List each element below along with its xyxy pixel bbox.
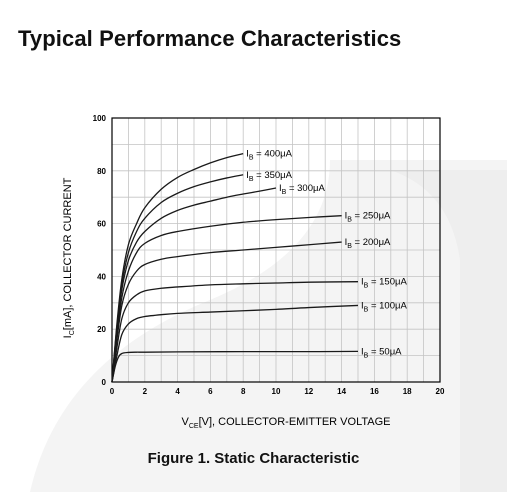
curve-label: IB = 300μA — [279, 183, 325, 196]
collector-current-curve — [111, 187, 277, 383]
x-tick-label: 6 — [208, 387, 213, 396]
x-tick-label: 20 — [436, 387, 445, 396]
collector-current-curve — [111, 350, 359, 383]
curve-label: IB = 400μA — [246, 149, 292, 162]
curve-label: IB = 200μA — [345, 237, 391, 250]
y-tick-label: 40 — [97, 272, 106, 281]
x-axis-label: VCE[V], COLLECTOR-EMITTER VOLTAGE — [182, 416, 391, 430]
x-tick-label: 16 — [370, 387, 379, 396]
y-tick-label: 60 — [97, 220, 106, 229]
collector-current-curve — [111, 304, 359, 383]
collector-current-curve — [111, 153, 244, 383]
y-tick-label: 80 — [97, 167, 106, 176]
collector-current-curve — [111, 241, 342, 383]
page-heading: Typical Performance Characteristics — [18, 26, 402, 51]
curve-label: IB = 100μA — [361, 300, 407, 313]
x-tick-label: 8 — [241, 387, 246, 396]
x-tick-label: 18 — [403, 387, 412, 396]
x-tick-label: 4 — [175, 387, 180, 396]
y-tick-label: 100 — [93, 114, 107, 123]
y-tick-label: 0 — [102, 378, 107, 387]
figure-caption: Figure 1. Static Characteristic — [147, 450, 360, 467]
plot-frame — [111, 117, 441, 383]
x-tick-label: 14 — [337, 387, 346, 396]
curve-label: IB = 250μA — [345, 211, 391, 224]
y-tick-label: 20 — [97, 325, 106, 334]
x-tick-label: 2 — [143, 387, 148, 396]
curve-label: IB = 50μA — [361, 346, 402, 359]
collector-current-curve — [111, 281, 359, 383]
y-axis-label: IC[mA], COLLECTOR CURRENT — [62, 177, 76, 338]
curve-label: IB = 350μA — [246, 170, 292, 183]
x-tick-label: 12 — [304, 387, 313, 396]
collector-current-curve — [111, 215, 342, 383]
curve-label: IB = 150μA — [361, 277, 407, 290]
x-tick-label: 10 — [272, 387, 281, 396]
x-tick-label: 0 — [110, 387, 115, 396]
